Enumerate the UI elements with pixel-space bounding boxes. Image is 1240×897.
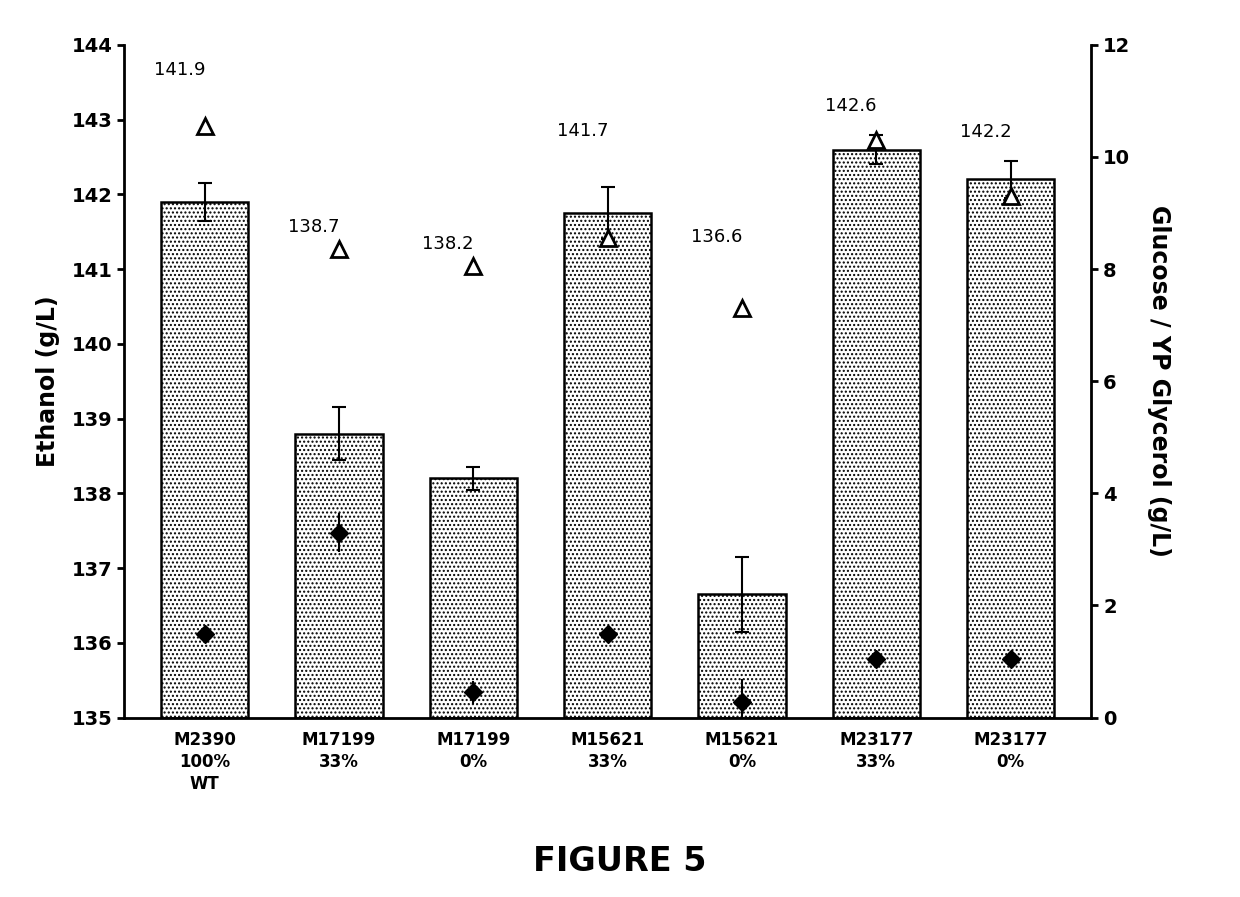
Bar <box>698 594 786 718</box>
Bar <box>564 213 651 718</box>
Y-axis label: Glucose / YP Glycerol (g/L): Glucose / YP Glycerol (g/L) <box>1147 205 1171 557</box>
Text: 142.2: 142.2 <box>960 123 1011 142</box>
Bar <box>429 478 517 718</box>
Text: 138.2: 138.2 <box>422 235 474 253</box>
Text: 136.6: 136.6 <box>691 229 743 247</box>
Bar <box>832 150 920 718</box>
Y-axis label: Ethanol (g/L): Ethanol (g/L) <box>36 295 61 467</box>
Bar <box>967 179 1054 718</box>
Text: 141.7: 141.7 <box>557 122 608 140</box>
Bar <box>161 202 248 718</box>
Text: 138.7: 138.7 <box>288 218 340 236</box>
Text: 141.9: 141.9 <box>154 61 205 79</box>
Text: FIGURE 5: FIGURE 5 <box>533 845 707 877</box>
Bar <box>295 433 383 718</box>
Text: 142.6: 142.6 <box>826 97 877 115</box>
